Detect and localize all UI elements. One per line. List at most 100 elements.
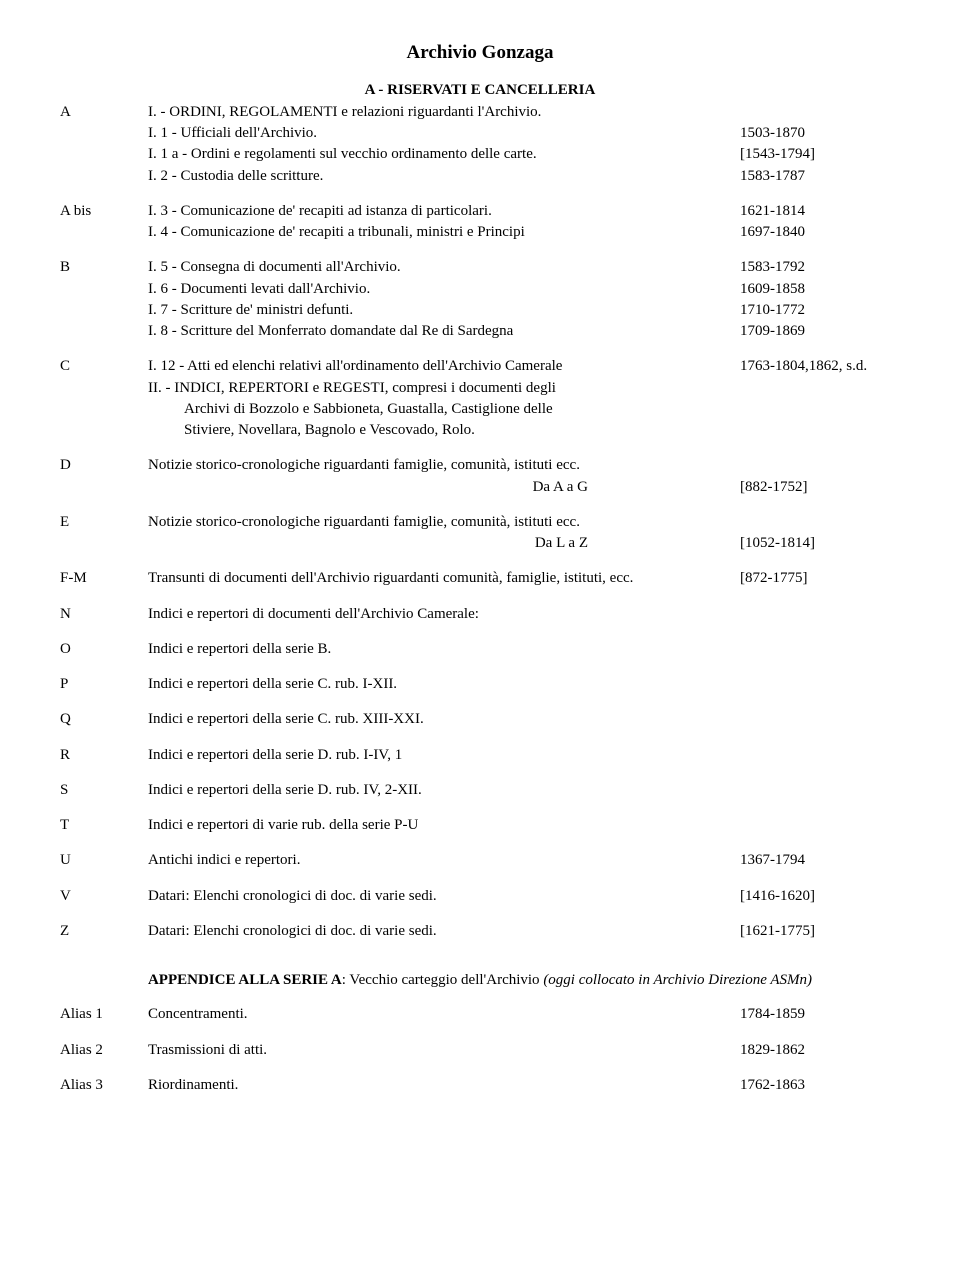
- entry-description: Da A a G: [148, 477, 740, 497]
- entry-row: Archivi di Bozzolo e Sabbioneta, Guastal…: [60, 399, 900, 419]
- entry-row: A bisI. 3 - Comunicazione de' recapiti a…: [60, 201, 900, 221]
- entry-row: TIndici e repertori di varie rub. della …: [60, 815, 900, 835]
- entry-date: 1609-1858: [740, 279, 900, 299]
- alias-date: 1762-1863: [740, 1075, 900, 1095]
- entry-row: CI. 12 - Atti ed elenchi relativi all'or…: [60, 356, 900, 376]
- entries-list: AI. - ORDINI, REGOLAMENTI e relazioni ri…: [60, 102, 900, 956]
- entry-description: Notizie storico-cronologiche riguardanti…: [148, 455, 740, 475]
- entry-row: UAntichi indici e repertori.1367-1794: [60, 850, 900, 870]
- alias-row: Alias 2Trasmissioni di atti.1829-1862: [60, 1040, 900, 1060]
- entry-description: Da L a Z: [148, 533, 740, 553]
- entry-date: 1367-1794: [740, 850, 900, 870]
- entry-row: I. 8 - Scritture del Monferrato domandat…: [60, 321, 900, 341]
- entry-row: BI. 5 - Consegna di documenti all'Archiv…: [60, 257, 900, 277]
- entry-code: Z: [60, 921, 148, 941]
- appendix-italic: (oggi collocato in Archivio Direzione AS…: [543, 972, 812, 988]
- appendix-line: APPENDICE ALLA SERIE A: Vecchio carteggi…: [60, 970, 900, 990]
- entry-row: DNotizie storico-cronologiche riguardant…: [60, 455, 900, 475]
- entry-row: I. 1 a - Ordini e regolamenti sul vecchi…: [60, 144, 900, 164]
- appendix-text: : Vecchio carteggio dell'Archivio: [342, 972, 544, 988]
- entry-code: S: [60, 780, 148, 800]
- entry-description: Datari: Elenchi cronologici di doc. di v…: [148, 886, 740, 906]
- entry-row: I. 2 - Custodia delle scritture.1583-178…: [60, 166, 900, 186]
- entry-description: Datari: Elenchi cronologici di doc. di v…: [148, 921, 740, 941]
- entry-description: I. 5 - Consegna di documenti all'Archivi…: [148, 257, 740, 277]
- entry-row: QIndici e repertori della serie C. rub. …: [60, 709, 900, 729]
- entry-description: I. 6 - Documenti levati dall'Archivio.: [148, 279, 740, 299]
- entry-row: Da A a G[882-1752]: [60, 477, 900, 497]
- entry-date: [1052-1814]: [740, 533, 900, 553]
- entry-code: D: [60, 455, 148, 475]
- entry-row: F-MTransunti di documenti dell'Archivio …: [60, 568, 900, 588]
- entry-row: I. 7 - Scritture de' ministri defunti.17…: [60, 300, 900, 320]
- entry-row: I. 6 - Documenti levati dall'Archivio.16…: [60, 279, 900, 299]
- alias-code: Alias 2: [60, 1040, 148, 1060]
- entry-description: II. - INDICI, REPERTORI e REGESTI, compr…: [148, 378, 740, 398]
- entry-code: N: [60, 604, 148, 624]
- entry-code: Q: [60, 709, 148, 729]
- appendix-label: APPENDICE ALLA SERIE A: [148, 972, 342, 988]
- entry-description: Indici e repertori della serie B.: [148, 639, 740, 659]
- entry-row: RIndici e repertori della serie D. rub. …: [60, 745, 900, 765]
- entry-row: ENotizie storico-cronologiche riguardant…: [60, 512, 900, 532]
- entry-code: R: [60, 745, 148, 765]
- entry-code: A bis: [60, 201, 148, 221]
- entry-row: OIndici e repertori della serie B.: [60, 639, 900, 659]
- entry-description: I. 12 - Atti ed elenchi relativi all'ord…: [148, 356, 740, 376]
- entry-row: I. 1 - Ufficiali dell'Archivio.1503-1870: [60, 123, 900, 143]
- entry-date: 1709-1869: [740, 321, 900, 341]
- entry-description: I. 8 - Scritture del Monferrato domandat…: [148, 321, 740, 341]
- entry-code: C: [60, 356, 148, 376]
- entry-description: I. 4 - Comunicazione de' recapiti a trib…: [148, 222, 740, 242]
- alias-date: 1829-1862: [740, 1040, 900, 1060]
- entry-description: I. 1 - Ufficiali dell'Archivio.: [148, 123, 740, 143]
- entry-description: I. 2 - Custodia delle scritture.: [148, 166, 740, 186]
- entry-row: SIndici e repertori della serie D. rub. …: [60, 780, 900, 800]
- alias-text: Trasmissioni di atti.: [148, 1040, 740, 1060]
- entry-date: [1543-1794]: [740, 144, 900, 164]
- entry-row: AI. - ORDINI, REGOLAMENTI e relazioni ri…: [60, 102, 900, 122]
- entry-date: 1503-1870: [740, 123, 900, 143]
- entry-row: I. 4 - Comunicazione de' recapiti a trib…: [60, 222, 900, 242]
- entry-date: 1697-1840: [740, 222, 900, 242]
- entry-description: Stiviere, Novellara, Bagnolo e Vescovado…: [148, 420, 740, 440]
- entry-row: NIndici e repertori di documenti dell'Ar…: [60, 604, 900, 624]
- entry-description: Indici e repertori di varie rub. della s…: [148, 815, 740, 835]
- entry-date: [1416-1620]: [740, 886, 900, 906]
- page-subtitle: A - RISERVATI E CANCELLERIA: [60, 80, 900, 100]
- entry-row: PIndici e repertori della serie C. rub. …: [60, 674, 900, 694]
- entry-description: Indici e repertori di documenti dell'Arc…: [148, 604, 740, 624]
- entry-date: 1583-1787: [740, 166, 900, 186]
- entry-date: 1621-1814: [740, 201, 900, 221]
- alias-row: Alias 1Concentramenti.1784-1859: [60, 1004, 900, 1024]
- entry-description: Indici e repertori della serie D. rub. I…: [148, 780, 740, 800]
- aliases-list: Alias 1Concentramenti.1784-1859 Alias 2Tr…: [60, 1004, 900, 1110]
- entry-row: Stiviere, Novellara, Bagnolo e Vescovado…: [60, 420, 900, 440]
- alias-text: Concentramenti.: [148, 1004, 740, 1024]
- alias-row: Alias 3Riordinamenti.1762-1863: [60, 1075, 900, 1095]
- entry-description: Indici e repertori della serie C. rub. I…: [148, 674, 740, 694]
- entry-code: U: [60, 850, 148, 870]
- entry-date: 1763-1804,1862, s.d.: [740, 356, 900, 376]
- entry-description: I. 1 a - Ordini e regolamenti sul vecchi…: [148, 144, 740, 164]
- alias-code: Alias 1: [60, 1004, 148, 1024]
- entry-code: F-M: [60, 568, 148, 588]
- entry-row: VDatari: Elenchi cronologici di doc. di …: [60, 886, 900, 906]
- entry-row: Da L a Z[1052-1814]: [60, 533, 900, 553]
- entry-code: P: [60, 674, 148, 694]
- entry-description: Indici e repertori della serie C. rub. X…: [148, 709, 740, 729]
- entry-date: 1583-1792: [740, 257, 900, 277]
- entry-description: Archivi di Bozzolo e Sabbioneta, Guastal…: [148, 399, 740, 419]
- entry-description: I. 7 - Scritture de' ministri defunti.: [148, 300, 740, 320]
- entry-code: A: [60, 102, 148, 122]
- alias-text: Riordinamenti.: [148, 1075, 740, 1095]
- entry-description: Indici e repertori della serie D. rub. I…: [148, 745, 740, 765]
- entry-date: [882-1752]: [740, 477, 900, 497]
- entry-description: I. - ORDINI, REGOLAMENTI e relazioni rig…: [148, 102, 740, 122]
- entry-date: 1710-1772: [740, 300, 900, 320]
- entry-date: [872-1775]: [740, 568, 900, 588]
- page-title: Archivio Gonzaga: [60, 40, 900, 66]
- entry-description: Notizie storico-cronologiche riguardanti…: [148, 512, 740, 532]
- entry-code: T: [60, 815, 148, 835]
- alias-date: 1784-1859: [740, 1004, 900, 1024]
